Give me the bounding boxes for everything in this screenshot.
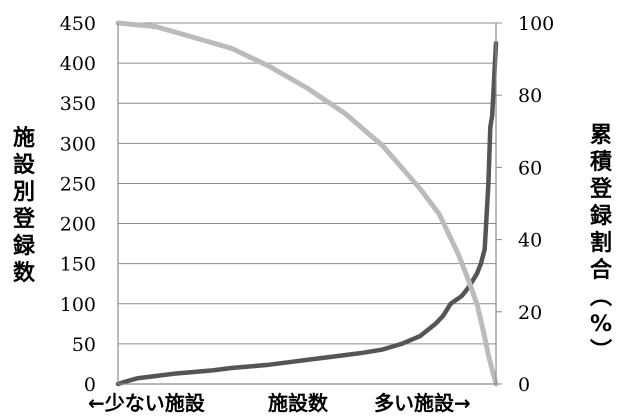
x-axis-left-label: ←少ない施設 [88,391,206,415]
x-axis-center-label: 施設数 [268,391,329,415]
series-facility-count-line [115,40,499,387]
y-tick-label-250: 250 [60,173,96,195]
y-tick-label-0: 0 [84,374,96,396]
y2-tick-label-20: 20 [518,302,542,324]
y2-tick-label-60: 60 [518,157,542,179]
series-cumulative-ratio-line [115,20,499,387]
plot-series [115,20,499,387]
y-tick-label-50: 50 [72,334,96,356]
y-tick-label-450: 450 [60,13,96,35]
axes [117,22,502,385]
y2-axis-title: 累積登録割合︵% ︶ [589,123,613,364]
y-tick-label-400: 400 [60,53,96,75]
x-axis-right-label: 多い施設→ [374,391,471,415]
y2-tick-label-80: 80 [518,85,542,107]
y2-tick-labels: 0 20 40 60 80 100 [518,13,554,396]
y2-tick-label-0: 0 [518,374,530,396]
y2-tick-label-40: 40 [518,230,542,252]
y-tick-label-100: 100 [60,294,96,316]
y-tick-label-200: 200 [60,214,96,236]
y2-tick-label-100: 100 [518,13,554,35]
y-tick-label-350: 350 [60,93,96,115]
y-tick-label-300: 300 [60,133,96,155]
y-tick-label-150: 150 [60,254,96,276]
y-axis-title: 施設別登録数 [12,125,36,286]
y-tick-labels: 0 50 100 150 200 250 300 350 400 450 [60,13,96,396]
grid-lines [118,22,496,385]
